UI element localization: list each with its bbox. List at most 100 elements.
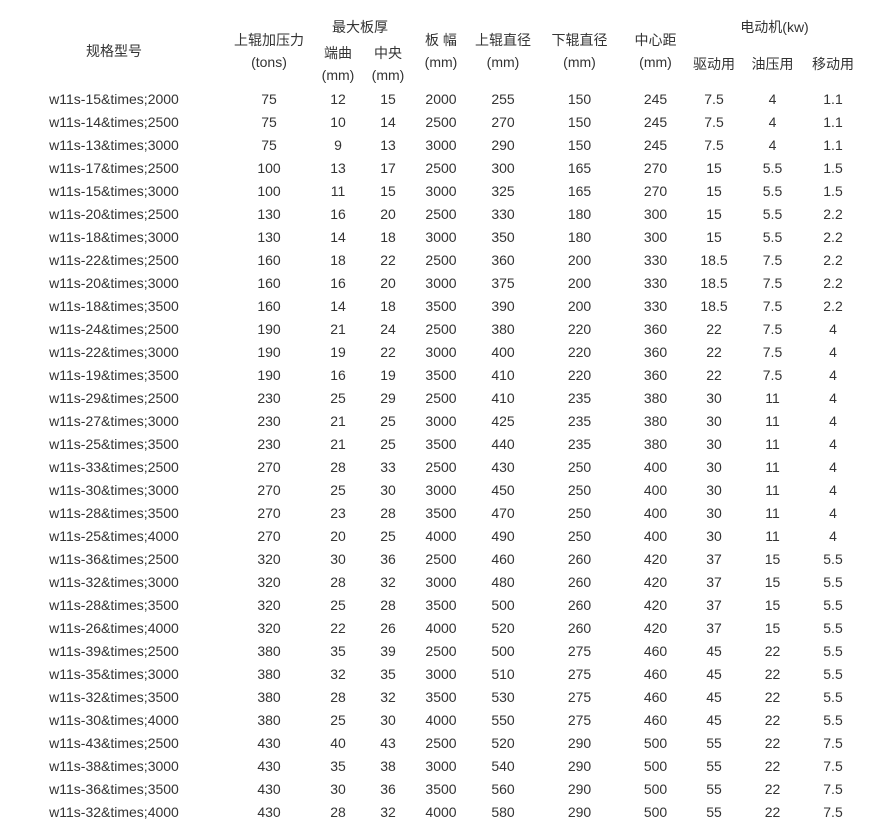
cell-center_distance_mm: 245 [643, 114, 668, 130]
cell-motor_move_kw: 4 [829, 321, 837, 337]
cell-lower_roller_dia_mm: 275 [567, 712, 592, 728]
cell-motor_move_kw: 5.5 [823, 666, 843, 682]
cell-pressure_tons: 100 [257, 183, 281, 199]
cell-lower_roller_dia_mm: 250 [567, 459, 592, 475]
cell-motor_move_kw: 5.5 [823, 712, 843, 728]
table-row: w11s-36&times;2500 320 30 36 2500 460 260 420 37… [0, 548, 863, 571]
cell-edge_mm: 16 [330, 275, 346, 291]
cell-edge_mm: 19 [330, 344, 346, 360]
cell-motor_move_kw: 5.5 [823, 551, 843, 567]
cell-pressure_tons: 190 [257, 367, 281, 383]
table-row: w11s-15&times;2000 75 12 15 2000 255 150 245 7.5… [0, 88, 863, 111]
cell-center_mm: 20 [380, 275, 396, 291]
cell-motor_hydraulic_kw: 4 [768, 137, 777, 153]
cell-center_distance_mm: 330 [643, 275, 668, 291]
cell-pressure_tons: 430 [257, 804, 281, 820]
table-row: w11s-22&times;3000 190 19 22 3000 400 220 360 22… [0, 341, 863, 364]
cell-center_distance_mm: 500 [643, 735, 668, 751]
cell-edge_mm: 32 [330, 666, 346, 682]
cell-motor_drive_kw: 37 [706, 551, 722, 567]
cell-center_distance_mm: 400 [643, 459, 668, 475]
cell-motor_move_kw: 5.5 [823, 574, 843, 590]
col-header-model-label: 规格型号 [86, 43, 142, 59]
cell-model: w11s-15&times;2000 [49, 91, 179, 107]
table-row: w11s-33&times;2500 270 28 33 2500 430 250 400 30… [0, 456, 863, 479]
cell-plate_width_mm: 3000 [425, 344, 457, 360]
table-row: w11s-32&times;3500 380 28 32 3500 530 275 460 45… [0, 686, 863, 709]
cell-motor_drive_kw: 45 [706, 643, 722, 659]
cell-motor_move_kw: 5.5 [823, 689, 843, 705]
table-row: w11s-20&times;2500 130 16 20 2500 330 180 300 15… [0, 203, 863, 226]
col-header-edge: 端曲 (mm) [310, 40, 366, 88]
cell-edge_mm: 14 [330, 229, 346, 245]
cell-motor_drive_kw: 22 [706, 321, 722, 337]
cell-motor_hydraulic_kw: 15 [764, 551, 781, 567]
cell-upper_roller_dia_mm: 510 [491, 666, 515, 682]
cell-edge_mm: 21 [330, 321, 346, 337]
table-header: 规格型号 上辊加压力 (tons) 最大板厚 板 幅 (mm) 上辊直径 (mm… [0, 14, 863, 88]
cell-edge_mm: 35 [330, 758, 346, 774]
cell-lower_roller_dia_mm: 250 [567, 528, 592, 544]
cell-model: w11s-38&times;3000 [49, 758, 179, 774]
col-header-motor-hydraulic-label: 油压用 [751, 56, 794, 72]
cell-motor_hydraulic_kw: 22 [764, 804, 781, 820]
cell-pressure_tons: 160 [257, 298, 281, 314]
cell-motor_move_kw: 4 [829, 367, 837, 383]
cell-center_distance_mm: 380 [643, 436, 668, 452]
cell-edge_mm: 22 [330, 620, 346, 636]
cell-motor_hydraulic_kw: 4 [768, 114, 777, 130]
cell-lower_roller_dia_mm: 290 [567, 804, 592, 820]
cell-edge_mm: 11 [330, 183, 346, 199]
cell-pressure_tons: 130 [257, 229, 281, 245]
cell-center_distance_mm: 380 [643, 390, 668, 406]
cell-pressure_tons: 190 [257, 344, 281, 360]
col-header-edge-line1: 端曲 [324, 45, 352, 61]
cell-motor_move_kw: 1.5 [823, 183, 843, 199]
cell-model: w11s-32&times;4000 [49, 804, 179, 820]
cell-pressure_tons: 380 [257, 712, 281, 728]
cell-motor_drive_kw: 55 [706, 781, 722, 797]
cell-plate_width_mm: 4000 [425, 712, 457, 728]
cell-center_distance_mm: 330 [643, 298, 668, 314]
col-header-motor-hydraulic: 油压用 [742, 40, 803, 88]
cell-motor_move_kw: 4 [829, 436, 837, 452]
cell-lower_roller_dia_mm: 200 [567, 298, 592, 314]
cell-lower_roller_dia_mm: 220 [567, 344, 592, 360]
cell-motor_drive_kw: 45 [706, 666, 722, 682]
cell-edge_mm: 25 [330, 482, 346, 498]
cell-motor_move_kw: 5.5 [823, 643, 843, 659]
col-header-pressure: 上辊加压力 (tons) [228, 14, 310, 88]
cell-motor_hydraulic_kw: 22 [764, 712, 781, 728]
cell-center_mm: 29 [380, 390, 396, 406]
cell-lower_roller_dia_mm: 260 [567, 574, 592, 590]
cell-center_mm: 18 [380, 298, 396, 314]
cell-center_mm: 14 [380, 114, 396, 130]
cell-edge_mm: 10 [330, 114, 346, 130]
cell-motor_drive_kw: 7.5 [704, 91, 724, 107]
cell-center_mm: 38 [380, 758, 396, 774]
col-header-pressure-line2: (tons) [251, 54, 287, 70]
cell-center_mm: 20 [380, 206, 396, 222]
cell-plate_width_mm: 2000 [425, 91, 457, 107]
cell-plate_width_mm: 4000 [425, 620, 457, 636]
cell-pressure_tons: 380 [257, 643, 281, 659]
table-row: w11s-43&times;2500 430 40 43 2500 520 290 500 55… [0, 732, 863, 755]
cell-center_mm: 32 [380, 689, 396, 705]
cell-edge_mm: 25 [330, 597, 346, 613]
cell-plate_width_mm: 2500 [425, 252, 457, 268]
cell-motor_hydraulic_kw: 7.5 [762, 252, 783, 268]
cell-plate_width_mm: 3500 [425, 597, 457, 613]
cell-pressure_tons: 430 [257, 781, 281, 797]
cell-edge_mm: 28 [330, 689, 346, 705]
cell-motor_drive_kw: 30 [706, 459, 722, 475]
cell-motor_move_kw: 5.5 [823, 597, 843, 613]
cell-edge_mm: 16 [330, 367, 346, 383]
cell-model: w11s-32&times;3000 [49, 574, 179, 590]
cell-center_distance_mm: 245 [643, 137, 668, 153]
cell-upper_roller_dia_mm: 425 [491, 413, 515, 429]
cell-upper_roller_dia_mm: 430 [491, 459, 515, 475]
cell-upper_roller_dia_mm: 580 [491, 804, 515, 820]
table-row: w11s-29&times;2500 230 25 29 2500 410 235 380 30… [0, 387, 863, 410]
cell-lower_roller_dia_mm: 290 [567, 758, 592, 774]
cell-model: w11s-25&times;3500 [49, 436, 179, 452]
